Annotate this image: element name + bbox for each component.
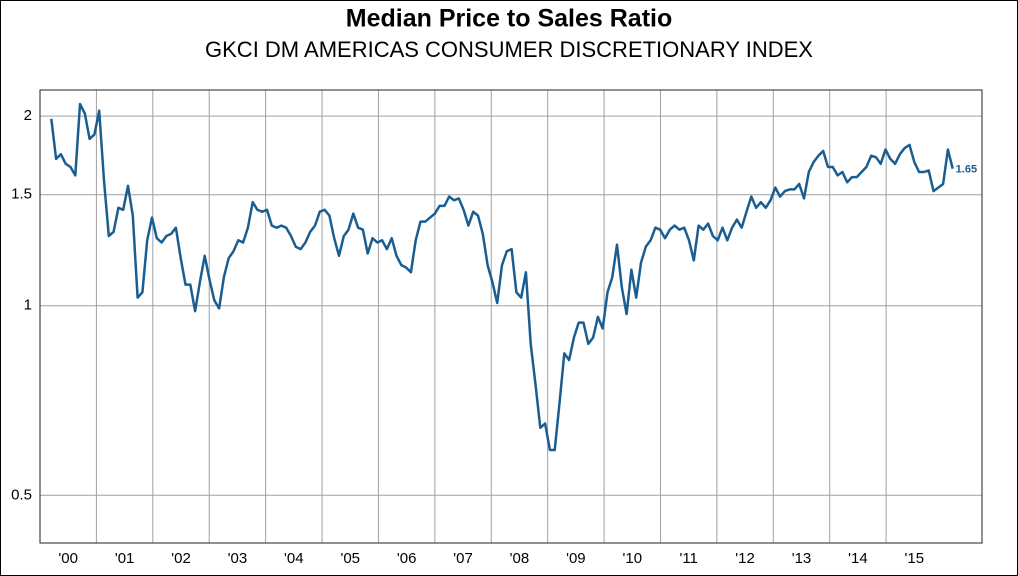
x-tick-label: '11 — [679, 550, 697, 567]
x-tick-label: '00 — [58, 550, 78, 567]
plot-border — [39, 89, 983, 544]
chart-subtitle: GKCI DM AMERICAS CONSUMER DISCRETIONARY … — [205, 37, 813, 62]
x-tick-label: '04 — [284, 550, 304, 567]
x-tick-label: '07 — [453, 550, 473, 567]
chart-title: Median Price to Sales Ratio — [346, 5, 673, 33]
x-tick-label: '09 — [566, 550, 586, 567]
x-tick-label: '08 — [510, 550, 530, 567]
x-tick-label: '05 — [340, 550, 360, 567]
y-tick-label: 1.5 — [11, 186, 32, 203]
y-tick-label: 1 — [24, 297, 32, 314]
x-tick-label: '01 — [115, 550, 135, 567]
x-tick-label: '02 — [171, 550, 191, 567]
line-series — [50, 102, 954, 452]
y-tick-label: 0.5 — [11, 486, 32, 503]
x-tick-label: '13 — [792, 550, 812, 567]
x-tick-label: '06 — [397, 550, 417, 567]
x-tick-label: '12 — [735, 550, 755, 567]
x-tick-label: '14 — [848, 550, 868, 567]
y-tick-label: 2 — [24, 107, 32, 124]
x-tick-label: '03 — [228, 550, 248, 567]
x-tick-label: '15 — [905, 550, 925, 567]
end-value-label: 1.65 — [956, 164, 977, 176]
x-tick-label: '10 — [622, 550, 642, 567]
